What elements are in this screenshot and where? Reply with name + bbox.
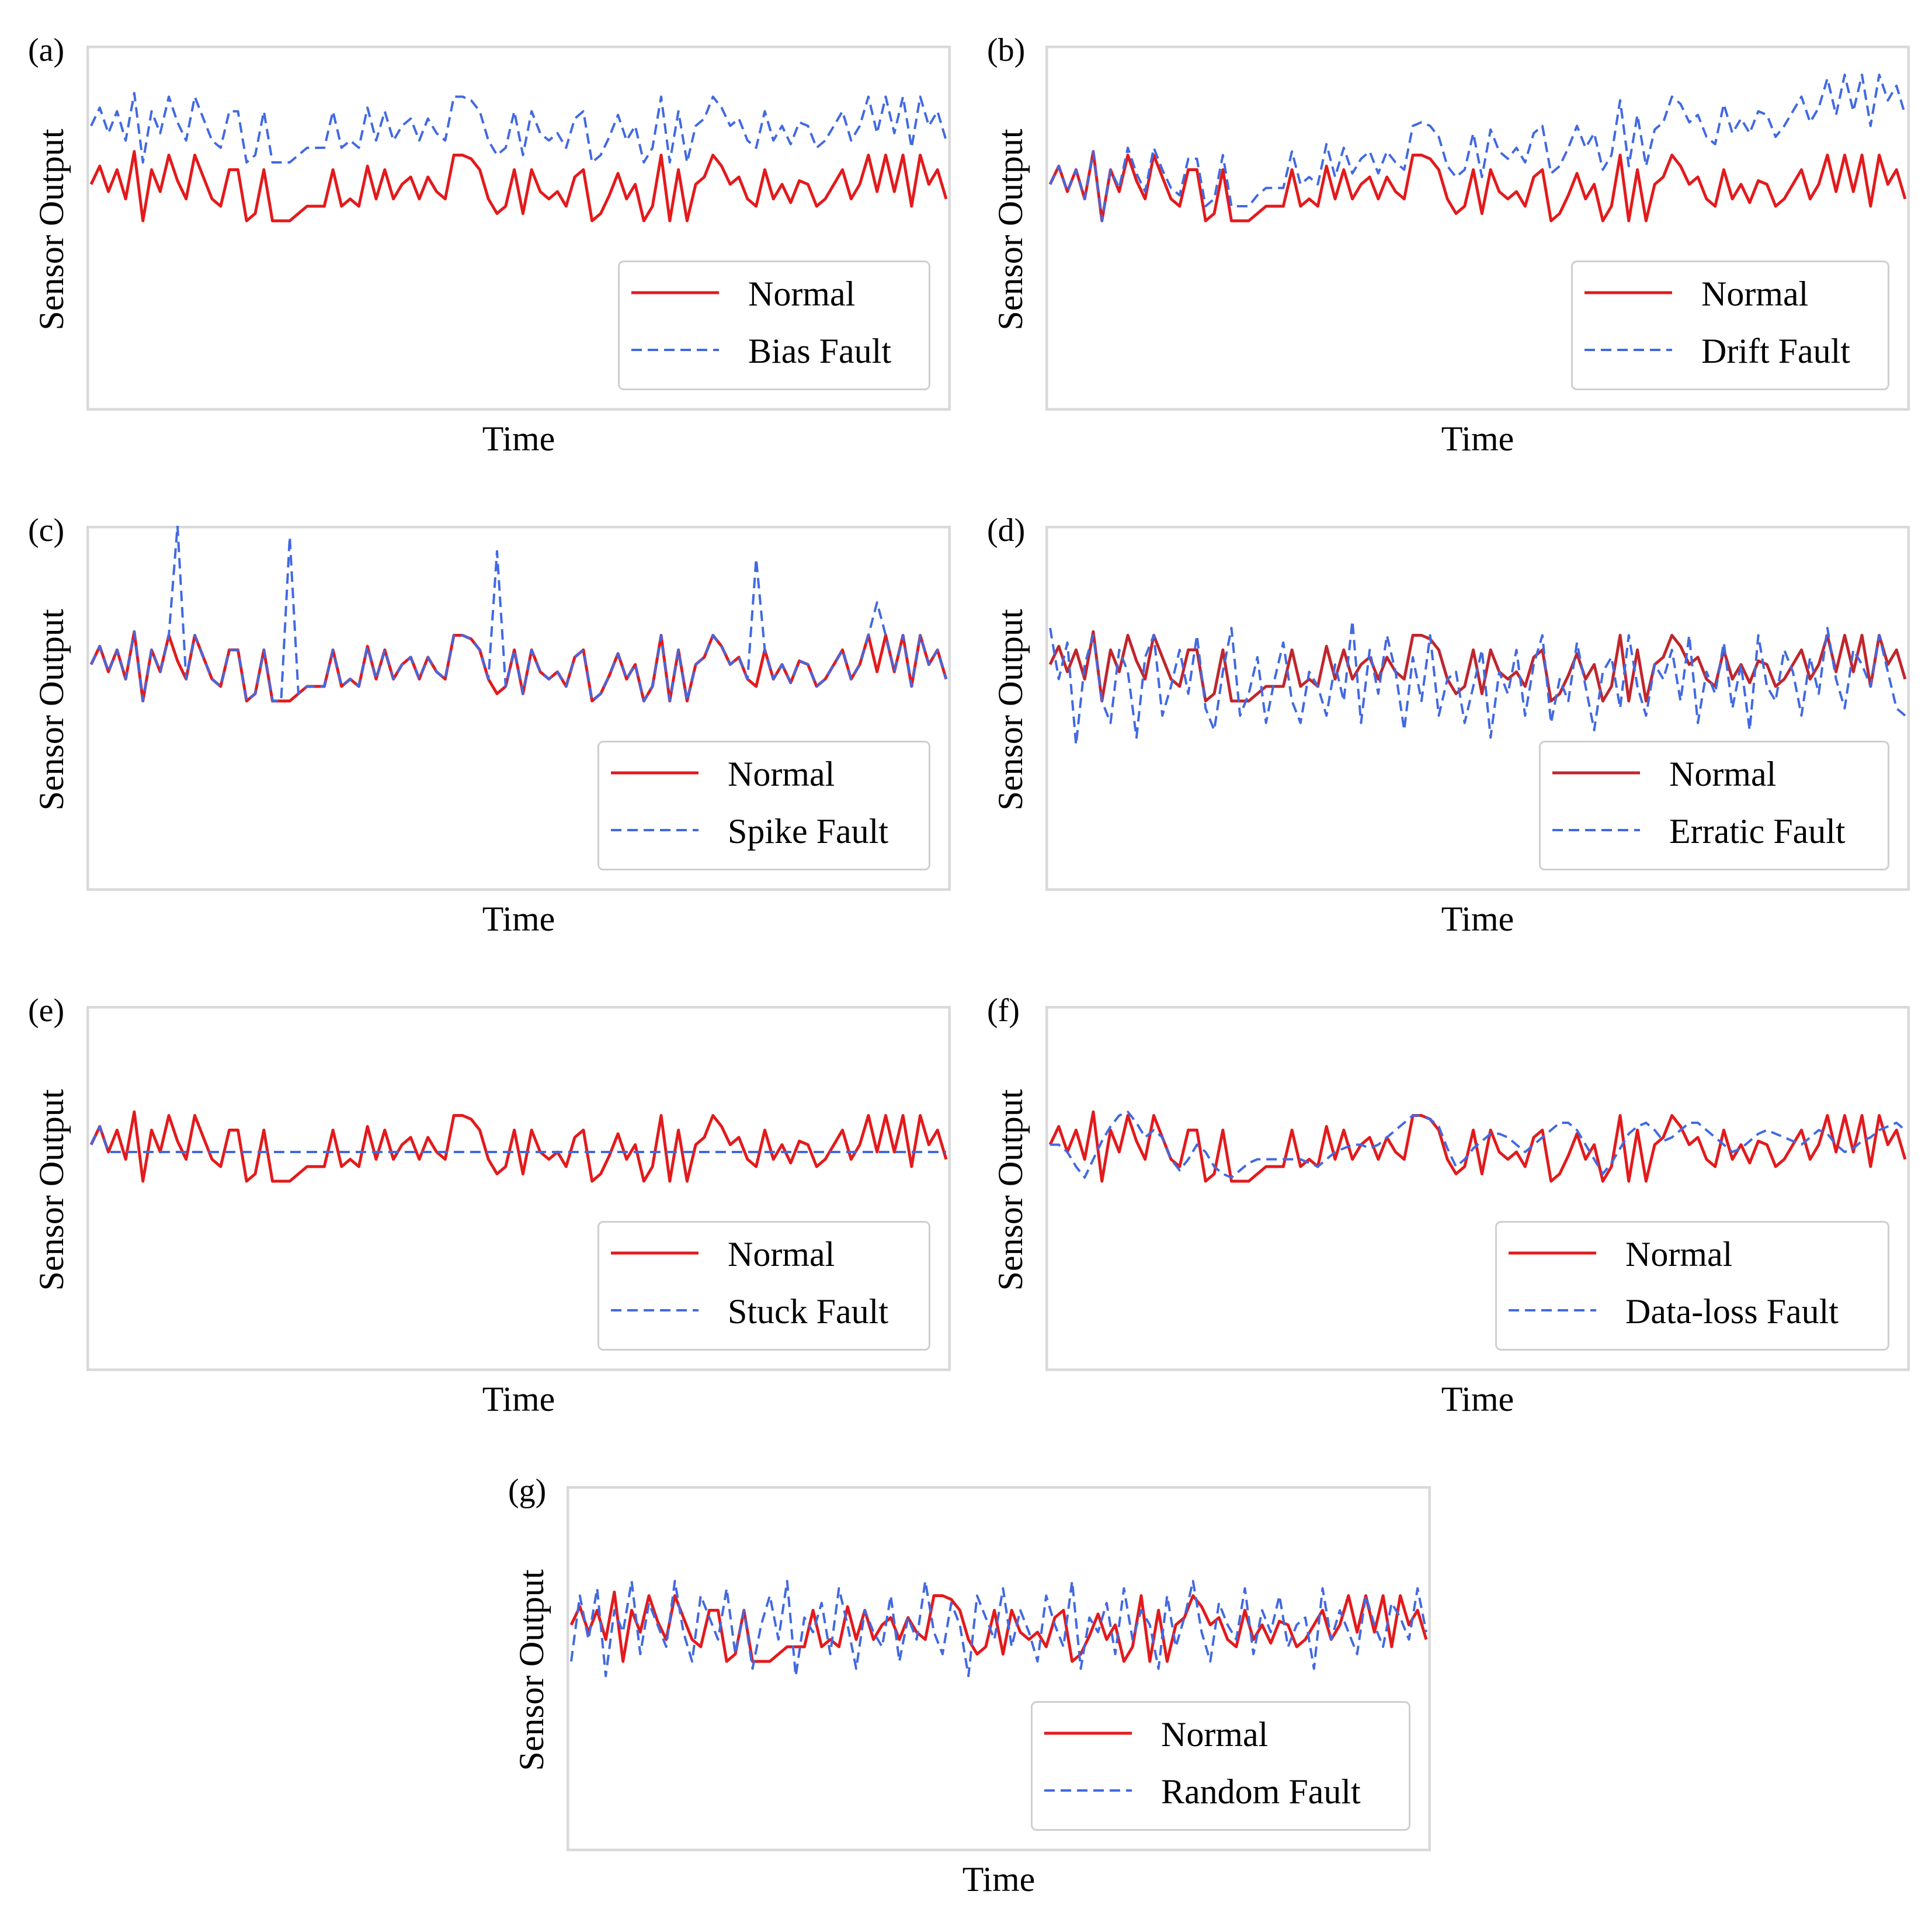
legend-label: Normal [1669, 755, 1777, 793]
series-spike-fault-line [90, 526, 947, 702]
legend-label: Drift Fault [1701, 332, 1850, 370]
legend-label: Spike Fault [728, 812, 889, 851]
legend-label: Stuck Fault [728, 1292, 889, 1331]
series-normal-line [89, 1110, 948, 1183]
legend: Normal Bias Fault [618, 261, 930, 390]
plot-b [1045, 46, 1910, 411]
series-normal-line [1048, 150, 1907, 223]
y-axis-label: Sensor Output [512, 1569, 551, 1771]
series-bias-fault-line [90, 92, 947, 164]
legend-swatch [1509, 1309, 1596, 1311]
series-erratic-fault-line [1049, 619, 1906, 746]
legend: Normal Stuck Fault [597, 1221, 930, 1351]
legend-swatch [631, 349, 719, 351]
legend-swatch [631, 291, 719, 294]
legend: Normal Erratic Fault [1539, 741, 1889, 870]
legend-swatch [1509, 1251, 1596, 1255]
legend-swatch [611, 1309, 699, 1311]
legend-label: Normal [748, 275, 856, 313]
panel-label: (b) [987, 32, 1026, 68]
legend-swatch [1552, 829, 1640, 831]
panel-label: (g) [508, 1473, 547, 1509]
legend: Normal Data-loss Fault [1495, 1221, 1889, 1351]
panel-label: (a) [28, 32, 65, 68]
legend: Normal Spike Fault [597, 741, 930, 870]
legend-swatch [611, 771, 699, 775]
series-drift-fault-line [1049, 74, 1906, 222]
panel-label: (d) [987, 512, 1026, 549]
legend-label: Bias Fault [748, 332, 892, 370]
y-axis-label: Sensor Output [991, 1089, 1030, 1291]
y-axis-label: Sensor Output [32, 609, 71, 811]
legend-label: Normal [728, 1235, 835, 1273]
legend-label: Normal [1161, 1715, 1269, 1754]
legend-swatch [1552, 771, 1640, 775]
legend-label: Erratic Fault [1669, 812, 1846, 851]
legend-swatch [611, 829, 699, 831]
series-random-fault-line [570, 1580, 1427, 1677]
x-axis-label: Time [482, 900, 555, 938]
y-axis-label: Sensor Output [991, 609, 1030, 811]
series-normal-line [1048, 1110, 1907, 1183]
series-stuck-fault-line [90, 1125, 946, 1153]
x-axis-label: Time [1441, 419, 1514, 458]
legend-swatch [1044, 1789, 1132, 1792]
y-axis-label: Sensor Output [991, 129, 1030, 331]
series-normal-line [89, 150, 948, 223]
panel-label: (e) [28, 993, 65, 1029]
plot-a [86, 46, 951, 411]
legend-swatch [611, 1251, 699, 1255]
legend-swatch [1584, 291, 1672, 294]
x-axis-label: Time [482, 419, 555, 458]
x-axis-label: Time [1441, 900, 1514, 938]
x-axis-label: Time [482, 1380, 555, 1418]
panel-label: (c) [28, 512, 65, 549]
legend: Normal Random Fault [1031, 1701, 1410, 1831]
legend-label: Data-loss Fault [1625, 1292, 1839, 1331]
x-axis-label: Time [962, 1860, 1036, 1899]
series-data-loss-fault-line [1050, 1111, 1906, 1179]
legend-label: Normal [728, 755, 835, 793]
legend-swatch [1584, 349, 1672, 351]
panel-label: (f) [987, 993, 1020, 1029]
legend-label: Normal [1701, 275, 1809, 313]
legend-label: Random Fault [1161, 1772, 1361, 1811]
legend-label: Normal [1625, 1235, 1733, 1273]
legend-swatch [1044, 1731, 1132, 1735]
legend: Normal Drift Fault [1571, 261, 1889, 390]
y-axis-label: Sensor Output [32, 129, 71, 331]
y-axis-label: Sensor Output [32, 1089, 71, 1291]
x-axis-label: Time [1441, 1380, 1514, 1418]
